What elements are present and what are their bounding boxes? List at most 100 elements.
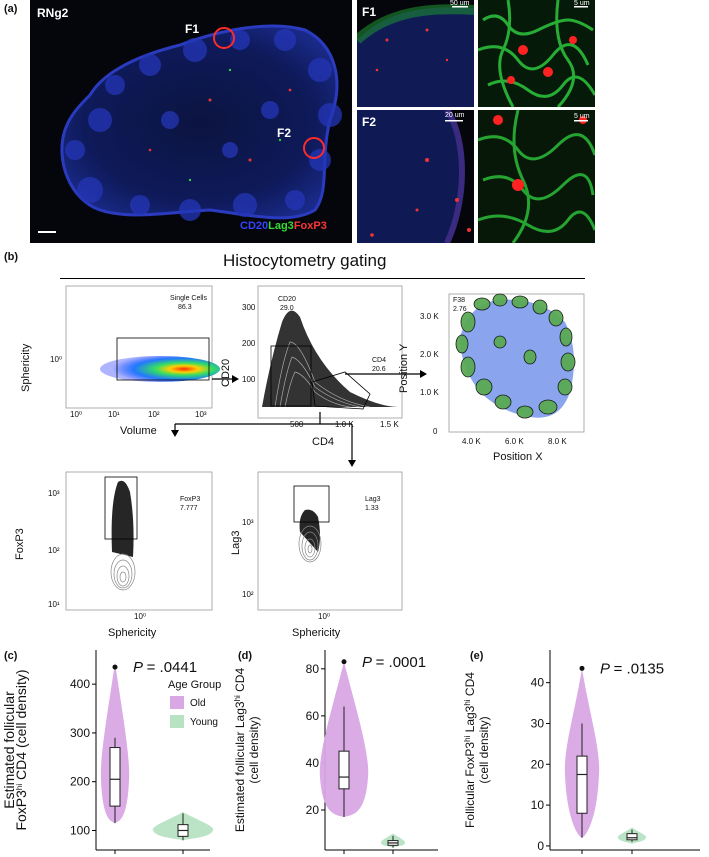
plot3-ytick-2: 1.0 K xyxy=(420,388,439,397)
plot3-xlabel: Position X xyxy=(493,451,543,463)
plot2-ytick-2: 100 xyxy=(242,375,256,384)
micrograph-f1: F1 50 um xyxy=(357,0,474,107)
stain-lag3: Lag3 xyxy=(268,220,294,232)
panel-e-label: (e) xyxy=(470,650,484,662)
plot5-gate-label: Lag3 xyxy=(365,496,381,503)
f1-label: F1 xyxy=(362,5,377,19)
plot-lag3 xyxy=(257,471,403,611)
lymph-node-image xyxy=(38,24,342,233)
legend-swatch-old xyxy=(170,696,184,709)
y-tick-label: 100 xyxy=(70,823,90,837)
legend-title: Age Group xyxy=(168,679,221,691)
outlier-old xyxy=(579,665,585,671)
plot2-gate2-label: CD4 xyxy=(372,357,387,364)
plot-foxp3 xyxy=(65,471,213,611)
box-old xyxy=(576,755,588,814)
y-tick-label: 200 xyxy=(70,775,90,789)
plot2-xtick-1: 1.0 K xyxy=(335,420,354,429)
y-tick-label: 300 xyxy=(70,726,90,740)
plot4-xtick-0: 10⁰ xyxy=(134,612,147,621)
y-tick-label: 40 xyxy=(306,756,320,770)
y-axis-title: Estimated follicular Lag3hi CD4 xyxy=(233,668,248,833)
plot5-ylabel: Lag3 xyxy=(230,530,242,555)
plot2-xtick-0: 500 xyxy=(290,420,304,429)
plot4-ytick-2: 10¹ xyxy=(48,600,60,609)
y-tick-label: 30 xyxy=(531,716,545,730)
legend-label-young: Young xyxy=(190,717,218,728)
plot3-xtick-1: 6.0 K xyxy=(505,437,524,446)
legend-label-old: Old xyxy=(190,698,206,709)
plot2-xlabel: CD4 xyxy=(312,436,335,448)
roi-label-f1: F1 xyxy=(185,22,200,36)
plot3-ytick-3: 0 xyxy=(433,427,438,436)
outlier-old xyxy=(341,659,347,665)
plot5-xlabel: Sphericity xyxy=(292,627,341,639)
plot2-ytick-1: 200 xyxy=(242,339,256,348)
y-tick-label: 0 xyxy=(537,839,544,853)
plot5-ytick-0: 10³ xyxy=(242,518,254,527)
plot2-xtick-2: 1.5 K xyxy=(380,420,399,429)
plot3-ytick-1: 2.0 K xyxy=(420,350,439,359)
y-tick-label: 400 xyxy=(70,677,90,691)
plot4-ytick-0: 10³ xyxy=(48,489,60,498)
scale-bar xyxy=(38,231,56,233)
legend-swatch-young xyxy=(170,715,184,728)
f2-zoom-scale: 5 um xyxy=(574,113,590,120)
stain-cd20: CD20 xyxy=(240,220,269,232)
micrograph-f2: F2 20 um xyxy=(357,110,474,243)
plot2-ylabel: CD20 xyxy=(220,358,232,387)
micrograph-whole-node: RNg2 F1 F2 CD20Lag3FoxP3 xyxy=(30,0,352,243)
plot3-xtick-0: 4.0 K xyxy=(462,437,481,446)
plot2-gate1-label: CD20 xyxy=(278,296,296,303)
f1-scale: 50 um xyxy=(450,0,470,7)
plot3-xtick-2: 8.0 K xyxy=(548,437,567,446)
y-tick-label: 20 xyxy=(306,803,320,817)
title-rule xyxy=(60,278,585,279)
micrograph-f2-zoom: 5 um xyxy=(478,110,595,243)
panel-d-label: (d) xyxy=(238,650,252,662)
plot3-ytick-0: 3.0 K xyxy=(420,312,439,321)
f1-zoom-scale: 5 um xyxy=(574,0,590,7)
roi-circle-f1 xyxy=(213,27,235,49)
plot4-xlabel: Sphericity xyxy=(108,627,157,639)
plot2-gate1-value: 29.0 xyxy=(280,305,294,312)
outlier-old xyxy=(112,664,118,670)
plot5-gate-value: 1.33 xyxy=(365,505,379,512)
plot-single-cells xyxy=(65,285,220,409)
plot2-ytick-0: 300 xyxy=(242,303,256,312)
plot1-gate-value: 86.3 xyxy=(178,304,192,311)
plot1-xtick-3: 10³ xyxy=(195,410,207,419)
gating-plots xyxy=(65,285,585,611)
plot4-gate-label: FoxP3 xyxy=(180,496,201,503)
y-tick-label: 60 xyxy=(306,709,320,723)
y-axis-title-line2: (cell density) xyxy=(477,716,491,783)
plot-cd20-cd4 xyxy=(257,285,403,419)
micrograph-title: RNg2 xyxy=(37,6,69,20)
panel-b-label: (b) xyxy=(4,251,19,263)
f2-scale: 20 um xyxy=(445,112,465,119)
y-axis-title-line2: FoxP3hi CD4 (cell density) xyxy=(13,669,29,830)
box-old xyxy=(109,747,121,807)
plot1-xlabel: Volume xyxy=(120,425,157,437)
plot1-xtick-0: 10⁰ xyxy=(70,410,83,419)
plot3-ylabel: Position Y xyxy=(398,343,410,393)
micrograph-f1-zoom: 5 um xyxy=(478,0,595,107)
stain-foxp3: FoxP3 xyxy=(293,220,327,232)
plot5-xtick-0: 10⁰ xyxy=(318,612,331,621)
p-value: P = .0441 xyxy=(133,659,197,676)
plot1-xtick-1: 10¹ xyxy=(108,410,120,419)
plot1-gate-label: Single Cells xyxy=(170,295,207,302)
y-tick-label: 20 xyxy=(531,757,545,771)
plot4-ylabel: FoxP3 xyxy=(14,528,26,560)
f2-label: F2 xyxy=(362,115,377,129)
y-tick-label: 80 xyxy=(306,662,320,676)
y-tick-label: 10 xyxy=(531,798,545,812)
plot4-gate-value: 7.777 xyxy=(180,505,198,512)
y-axis-title: Estimated follicular xyxy=(1,691,17,809)
panel-c-label: (c) xyxy=(4,650,18,662)
plot3-gate-label: F38 xyxy=(453,297,466,304)
gating-title: Histocytometry gating xyxy=(223,251,387,270)
y-tick-label: 40 xyxy=(531,676,545,690)
plot1-xtick-2: 10² xyxy=(148,410,160,419)
